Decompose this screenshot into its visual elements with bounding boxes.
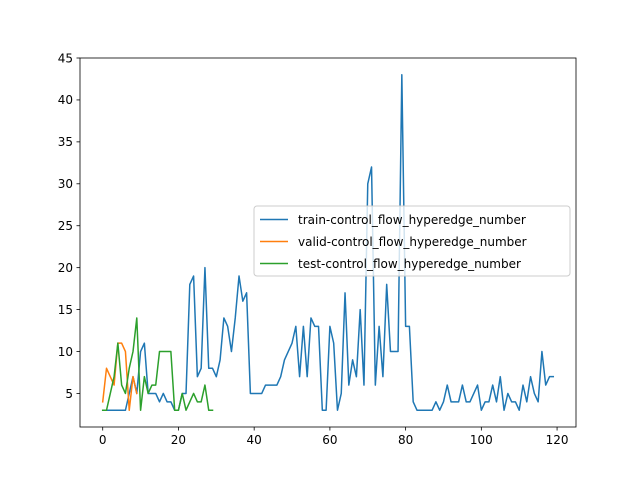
x-tick-label: 60 <box>322 433 337 447</box>
x-axis: 0 20 40 60 80 100 120 <box>99 427 569 447</box>
y-tick-label: 10 <box>58 345 73 359</box>
x-tick-label: 0 <box>99 433 107 447</box>
y-tick-label: 45 <box>58 51 73 65</box>
legend-label-0: train-control_flow_hyperedge_number <box>298 213 526 227</box>
legend-label-1: valid-control_flow_hyperedge_number <box>298 235 527 249</box>
plot-frame <box>79 57 577 428</box>
series-line-1 <box>101 342 138 411</box>
x-tick-label: 100 <box>470 433 493 447</box>
y-tick-label: 35 <box>58 135 73 149</box>
y-axis: 5 10 15 20 25 30 35 40 45 <box>58 51 80 401</box>
legend-label-2: test-control_flow_hyperedge_number <box>298 257 521 271</box>
y-tick-label: 5 <box>65 387 73 401</box>
y-tick-label: 15 <box>58 303 73 317</box>
series-layer <box>101 74 555 411</box>
y-tick-label: 20 <box>58 261 73 275</box>
series-line-2 <box>101 317 214 411</box>
legend: train-control_flow_hyperedge_numbervalid… <box>253 205 571 277</box>
x-tick-label: 20 <box>171 433 186 447</box>
y-tick-label: 30 <box>58 177 73 191</box>
x-tick-label: 40 <box>247 433 262 447</box>
y-tick-label: 40 <box>58 93 73 107</box>
x-tick-label: 80 <box>398 433 413 447</box>
y-tick-label: 25 <box>58 219 73 233</box>
x-tick-label: 120 <box>546 433 569 447</box>
legend-box <box>253 205 571 277</box>
